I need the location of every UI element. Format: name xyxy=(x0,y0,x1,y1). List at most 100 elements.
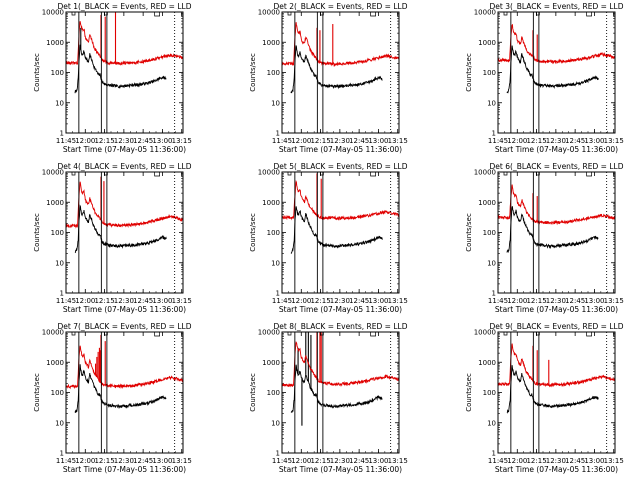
x-tick-label: 12:15 xyxy=(94,297,114,305)
panel-det-5: Det 5(_BLACK = Events, RED = LLD 1 10 100 10… xyxy=(249,162,408,314)
y-tick-label: 10000 xyxy=(474,9,496,17)
marker-tick xyxy=(503,332,508,336)
marker-tick xyxy=(586,12,592,17)
marker-tick xyxy=(104,172,108,176)
y-tick-label: 100 xyxy=(51,389,64,397)
y-tick-label: 1 xyxy=(492,130,496,138)
y-axis-label: Counts/sec xyxy=(33,373,41,412)
plot-frame xyxy=(497,331,616,454)
x-tick-label: 12:30 xyxy=(330,297,350,305)
panel-title: Det 3(_BLACK = Events, RED = LLD xyxy=(490,2,624,11)
y-tick-label: 100 xyxy=(483,389,496,397)
lld-line xyxy=(498,184,615,226)
y-tick-label: 100 xyxy=(51,229,64,237)
x-tick-label: 12:15 xyxy=(526,297,546,305)
x-tick-label: 13:00 xyxy=(368,137,388,145)
y-tick-label: 100 xyxy=(267,389,280,397)
x-tick-label: 12:30 xyxy=(546,137,566,145)
x-tick-label: 11:45 xyxy=(488,457,508,465)
x-tick-label: 12:30 xyxy=(114,457,134,465)
x-tick-label: 11:45 xyxy=(56,297,76,305)
x-tick-label: 11:45 xyxy=(56,137,76,145)
y-tick-label: 10 xyxy=(487,419,496,427)
x-tick-label: 12:00 xyxy=(75,297,95,305)
events-line xyxy=(290,364,383,413)
x-tick-label: 12:45 xyxy=(565,457,585,465)
y-tick-label: 10000 xyxy=(258,169,280,177)
x-tick-label: 12:00 xyxy=(75,457,95,465)
x-tick-label: 12:30 xyxy=(114,137,134,145)
lld-line xyxy=(282,179,399,221)
y-axis-label: Counts/sec xyxy=(465,373,473,412)
y-tick-label: 1000 xyxy=(46,39,64,47)
x-tick-label: 12:45 xyxy=(133,297,153,305)
x-tick-label: 13:00 xyxy=(368,297,388,305)
panel-det-8: Det 8(_BLACK = Events, RED = LLD 1 10 100 10… xyxy=(249,322,408,474)
y-axis-label: Counts/sec xyxy=(465,53,473,92)
x-tick-label: 12:30 xyxy=(330,137,350,145)
lld-line xyxy=(498,23,615,65)
y-tick-label: 1 xyxy=(60,130,64,138)
events-line xyxy=(74,364,167,413)
y-tick-label: 1000 xyxy=(262,39,280,47)
plot-frame xyxy=(281,11,400,134)
x-axis-label: Start Time (07-May-05 11:36:00) xyxy=(279,145,402,154)
panel-title: Det 8(_BLACK = Events, RED = LLD xyxy=(274,322,408,331)
x-tick-label: 12:00 xyxy=(507,297,527,305)
lld-line xyxy=(498,343,615,388)
panel-det-3: Det 3(_BLACK = Events, RED = LLD 1 10 100 10… xyxy=(465,2,624,154)
y-tick-label: 100 xyxy=(267,229,280,237)
x-tick-label: 12:15 xyxy=(310,297,330,305)
y-tick-label: 1000 xyxy=(478,359,496,367)
marker-tick xyxy=(71,172,76,176)
y-tick-label: 10000 xyxy=(42,9,64,17)
y-tick-label: 10000 xyxy=(258,329,280,337)
panel-title: Det 5(_BLACK = Events, RED = LLD xyxy=(274,162,408,171)
panel-det-7: Det 7(_BLACK = Events, RED = LLD 1 10 100 10… xyxy=(33,322,192,474)
y-tick-label: 1 xyxy=(276,450,280,458)
x-axis-label: Start Time (07-May-05 11:36:00) xyxy=(63,145,186,154)
events-line xyxy=(290,206,383,255)
x-axis-label: Start Time (07-May-05 11:36:00) xyxy=(495,465,618,474)
x-axis-label: Start Time (07-May-05 11:36:00) xyxy=(495,305,618,314)
x-tick-label: 12:30 xyxy=(114,297,134,305)
plot-frame xyxy=(497,11,616,134)
x-tick-label: 11:45 xyxy=(56,457,76,465)
marker-tick xyxy=(320,172,324,176)
lld-line xyxy=(66,21,183,66)
x-tick-label: 13:00 xyxy=(584,137,604,145)
marker-tick xyxy=(154,172,160,177)
events-line xyxy=(506,206,599,254)
y-tick-label: 100 xyxy=(267,69,280,77)
y-axis-label: Counts/sec xyxy=(249,53,257,92)
panel-title: Det 1(_BLACK = Events, RED = LLD xyxy=(58,2,192,11)
y-tick-label: 10000 xyxy=(474,169,496,177)
x-axis-label: Start Time (07-May-05 11:36:00) xyxy=(495,145,618,154)
lld-line xyxy=(282,341,399,388)
marker-tick xyxy=(154,12,160,17)
y-tick-label: 1000 xyxy=(46,359,64,367)
x-tick-label: 13:00 xyxy=(152,137,172,145)
x-axis-label: Start Time (07-May-05 11:36:00) xyxy=(279,305,402,314)
y-tick-label: 10 xyxy=(55,259,64,267)
marker-tick xyxy=(503,172,508,176)
y-tick-label: 1000 xyxy=(262,359,280,367)
y-axis-label: Counts/sec xyxy=(33,53,41,92)
x-tick-label: 13:15 xyxy=(604,137,624,145)
marker-tick xyxy=(536,332,540,336)
marker-tick xyxy=(320,12,324,16)
panel-det-2: Det 2(_BLACK = Events, RED = LLD 1 10 100 10… xyxy=(249,2,408,154)
x-tick-label: 11:45 xyxy=(272,137,292,145)
panel-title: Det 6(_BLACK = Events, RED = LLD xyxy=(490,162,624,171)
x-tick-label: 12:45 xyxy=(349,137,369,145)
x-tick-label: 12:15 xyxy=(526,137,546,145)
x-tick-label: 12:15 xyxy=(526,457,546,465)
plot-frame xyxy=(65,11,184,134)
y-axis-label: Counts/sec xyxy=(465,213,473,252)
y-tick-label: 1000 xyxy=(478,199,496,207)
y-tick-label: 10 xyxy=(271,259,280,267)
marker-tick xyxy=(287,172,292,176)
marker-tick xyxy=(287,332,292,336)
panel-title: Det 4(_BLACK = Events, RED = LLD xyxy=(58,162,192,171)
x-tick-label: 13:15 xyxy=(172,297,192,305)
